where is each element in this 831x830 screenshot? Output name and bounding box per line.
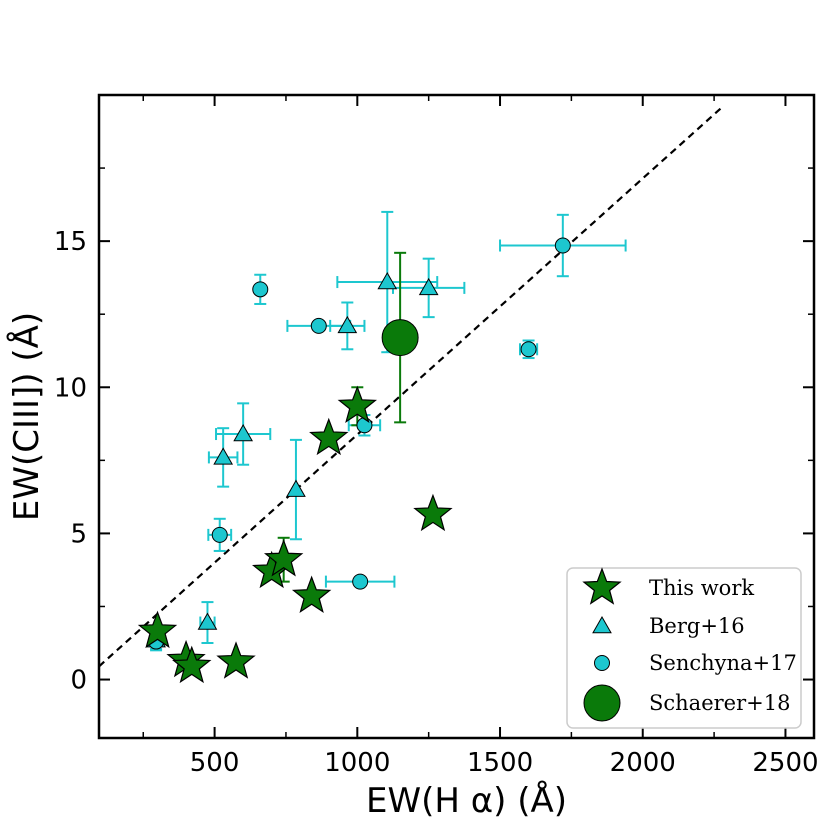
this-work-point [263,539,304,577]
x-tick-label: 1500 [467,748,533,778]
reference-line-layer [98,105,724,668]
senchyna-17-point [252,281,269,298]
x-tick-label: 2500 [752,748,818,778]
senchyna-17-point [211,526,228,543]
plot-frame [97,93,816,740]
legend-marker-schaerer-18 [583,684,621,722]
legend-label-schaerer-18: Schaerer+18 [649,691,790,715]
legend-marker-berg-16 [592,615,612,634]
x-tick-label: 2000 [610,748,676,778]
y-axis-label: EW(CIII]) (Å) [6,312,47,521]
berg-16-point [197,612,218,630]
senchyna-17-point [310,317,327,334]
x-tick-label: 500 [190,748,240,778]
berg-16-point [337,315,358,334]
legend-box [566,567,802,729]
this-work-point [309,417,349,456]
berg-16-point [377,272,398,290]
senchyna-17-point [356,417,373,434]
legend-label-this-work: This work [649,576,754,600]
this-work-point [291,575,332,614]
ticks-layer: 500 1000 1500 2000 2500 0 5 10 15 [54,95,819,778]
berg-16-point [286,479,306,497]
legend-label-senchyna-17: Senchyna+17 [649,651,797,675]
y-tick-label: 5 [70,519,87,549]
y-tick-label: 15 [54,227,87,257]
data-points-layer [137,237,571,684]
senchyna-17-point [352,573,369,590]
x-axis-label: EW(H α) (Å) [366,780,567,821]
y-tick-label: 0 [70,666,87,696]
legend-label-berg-16: Berg+16 [649,614,745,638]
this-work-point [172,645,212,684]
this-work-point [337,385,378,424]
senchyna-17-point [554,237,571,254]
one-to-one-dashed-line [98,105,724,668]
berg-16-point [418,277,439,296]
berg-16-point [213,447,234,465]
legend-marker-this-work [582,567,622,605]
this-work-point [413,493,453,532]
schaerer-18-point [381,319,419,357]
legend: This work Berg+16 Senchyna+17 Schaerer+18 [566,567,802,729]
senchyna-17-point [520,341,537,358]
x-tick-label: 1000 [324,748,390,778]
legend-marker-senchyna-17 [594,655,610,671]
this-work-point [137,610,178,649]
this-work-point [216,641,256,679]
berg-16-point [233,424,254,442]
y-tick-label: 10 [54,373,87,403]
